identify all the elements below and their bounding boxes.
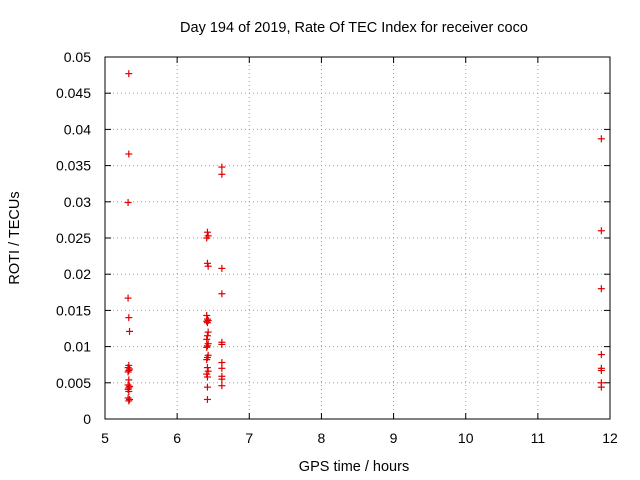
data-point	[218, 290, 226, 298]
data-point	[203, 335, 211, 343]
data-point	[124, 294, 132, 302]
data-point	[218, 264, 226, 272]
y-axis-label: ROTI / TECUs	[7, 191, 23, 284]
data-point	[218, 375, 226, 383]
data-point	[597, 285, 605, 293]
data-point	[203, 364, 211, 372]
y-tick-label: 0	[83, 411, 91, 427]
x-tick-label: 11	[531, 430, 546, 446]
y-tick-label: 0.015	[56, 302, 91, 318]
data-point	[203, 373, 211, 381]
gridlines	[105, 57, 610, 419]
data-point	[203, 319, 211, 327]
y-tick-label: 0.035	[56, 158, 91, 174]
x-tick-label: 8	[318, 430, 326, 446]
x-tick-labels: 5 6 7 8 9 10 11 12	[101, 430, 618, 446]
data-point	[597, 383, 605, 391]
chart-title: Day 194 of 2019, Rate Of TEC Index for r…	[180, 20, 528, 36]
y-tick-label: 0.03	[64, 194, 91, 210]
y-tick-labels: 0 0.005 0.01 0.015 0.02 0.025 0.03 0.035 0.04 0.0…	[56, 49, 91, 427]
y-tick-label: 0.005	[56, 375, 91, 391]
data-point	[597, 227, 605, 235]
x-tick-label: 12	[602, 430, 618, 446]
y-tick-label: 0.04	[64, 121, 91, 137]
x-tick-label: 6	[173, 430, 181, 446]
axis-ticks	[104, 56, 611, 420]
y-tick-label: 0.025	[56, 230, 91, 246]
data-point	[218, 340, 226, 348]
data-point	[125, 387, 133, 395]
data-point	[125, 314, 133, 322]
data-point	[203, 228, 211, 236]
data-point	[203, 332, 211, 340]
x-tick-label: 9	[390, 430, 398, 446]
y-tick-label: 0.05	[64, 49, 91, 65]
data-point	[203, 356, 211, 364]
data-point	[126, 395, 134, 403]
data-point	[597, 351, 605, 359]
data-point	[125, 150, 133, 158]
x-tick-label: 5	[101, 430, 109, 446]
data-point	[203, 317, 211, 325]
data-point	[597, 135, 605, 143]
data-point	[125, 397, 133, 405]
y-tick-label: 0.01	[64, 339, 91, 355]
x-tick-label: 7	[245, 430, 253, 446]
data-point	[203, 383, 211, 391]
data-point	[124, 368, 132, 376]
data-point	[203, 234, 211, 242]
data-point	[126, 327, 134, 335]
data-point	[204, 262, 212, 270]
data-point	[597, 366, 605, 374]
data-point	[125, 366, 133, 374]
data-point	[218, 163, 226, 171]
data-point	[218, 364, 226, 372]
y-tick-label: 0.02	[64, 266, 91, 282]
data-points	[124, 70, 605, 405]
y-tick-label: 0.045	[56, 85, 91, 101]
data-point	[203, 342, 211, 350]
x-tick-label: 10	[458, 430, 474, 446]
data-point	[125, 376, 133, 384]
data-point	[218, 382, 226, 390]
data-point	[218, 170, 226, 178]
data-point	[125, 70, 133, 78]
data-point	[124, 199, 132, 207]
x-axis-label: GPS time / hours	[299, 459, 409, 475]
data-point	[203, 343, 211, 351]
data-point	[204, 328, 212, 336]
data-point	[203, 395, 211, 403]
